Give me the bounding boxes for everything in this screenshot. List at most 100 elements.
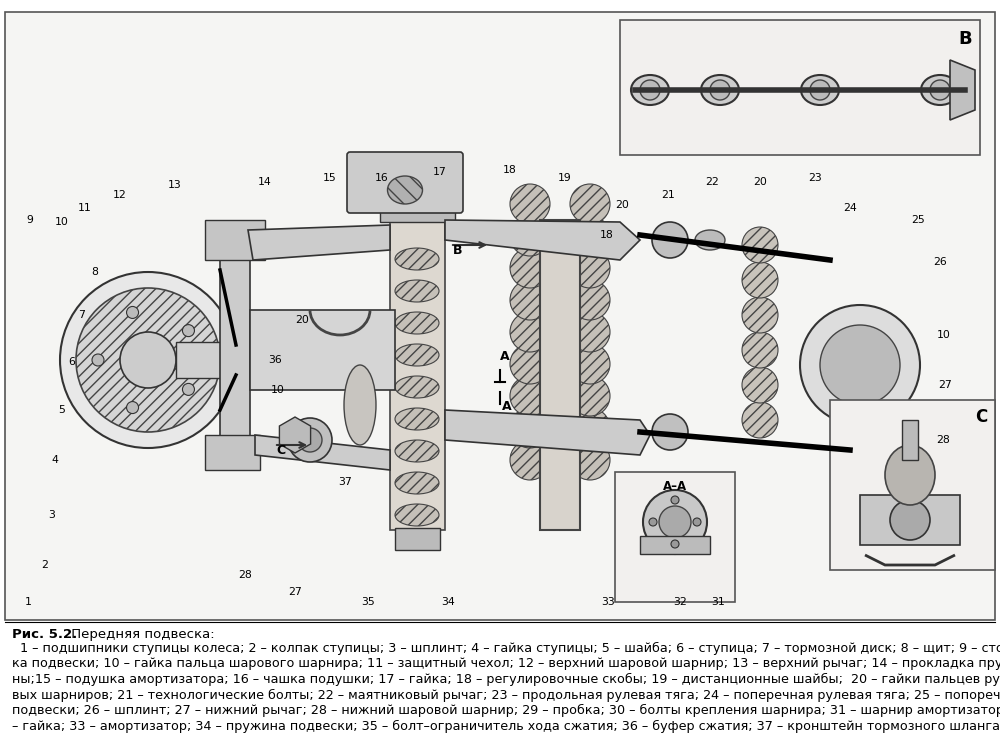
Text: 10: 10 <box>55 217 69 227</box>
Ellipse shape <box>395 504 439 526</box>
Text: 1: 1 <box>25 597 31 607</box>
Text: 25: 25 <box>911 215 925 225</box>
Text: 19: 19 <box>558 173 572 183</box>
Circle shape <box>510 184 550 224</box>
Text: 2: 2 <box>42 560 48 570</box>
Circle shape <box>649 518 657 526</box>
Text: 32: 32 <box>673 597 687 607</box>
Circle shape <box>127 307 139 319</box>
Bar <box>220 240 250 450</box>
Text: А: А <box>502 400 512 413</box>
Circle shape <box>570 248 610 288</box>
Text: 8: 8 <box>92 267 98 277</box>
Text: – гайка; 33 – амортизатор; 34 – пружина подвески; 35 – болт–ограничитель хода сж: – гайка; 33 – амортизатор; 34 – пружина … <box>12 719 1000 733</box>
Text: С: С <box>276 443 285 457</box>
Text: 35: 35 <box>361 597 375 607</box>
Text: 31: 31 <box>711 597 725 607</box>
Circle shape <box>510 216 550 256</box>
Ellipse shape <box>631 75 669 105</box>
Bar <box>250 310 395 390</box>
Ellipse shape <box>921 75 959 105</box>
Circle shape <box>710 80 730 100</box>
Circle shape <box>652 414 688 450</box>
Ellipse shape <box>395 376 439 398</box>
Circle shape <box>742 367 778 403</box>
Circle shape <box>742 262 778 298</box>
Circle shape <box>820 325 900 405</box>
Circle shape <box>182 383 194 395</box>
Text: 37: 37 <box>338 477 352 487</box>
Circle shape <box>890 500 930 540</box>
Ellipse shape <box>395 312 439 334</box>
FancyBboxPatch shape <box>347 152 463 213</box>
Circle shape <box>800 305 920 425</box>
Text: 16: 16 <box>375 173 389 183</box>
Circle shape <box>510 280 550 320</box>
Bar <box>395 528 440 550</box>
Ellipse shape <box>801 75 839 105</box>
Bar <box>860 495 960 545</box>
Polygon shape <box>248 225 390 260</box>
Circle shape <box>510 248 550 288</box>
Circle shape <box>810 80 830 100</box>
Ellipse shape <box>885 445 935 505</box>
Ellipse shape <box>395 248 439 270</box>
Text: В: В <box>958 30 972 48</box>
Text: 26: 26 <box>933 257 947 267</box>
Bar <box>620 20 980 155</box>
Text: 23: 23 <box>808 173 822 183</box>
Text: 28: 28 <box>936 435 950 445</box>
Ellipse shape <box>395 472 439 494</box>
Text: 18: 18 <box>503 165 517 175</box>
Ellipse shape <box>388 176 422 204</box>
Text: подвески; 26 – шплинт; 27 – нижний рычаг; 28 – нижний шаровой шарнир; 29 – пробк: подвески; 26 – шплинт; 27 – нижний рычаг… <box>12 704 1000 717</box>
Text: 18: 18 <box>600 230 614 240</box>
Circle shape <box>510 344 550 384</box>
Text: 13: 13 <box>168 180 182 190</box>
Circle shape <box>570 216 610 256</box>
Circle shape <box>671 540 679 548</box>
Text: 6: 6 <box>69 357 75 367</box>
Circle shape <box>742 297 778 333</box>
Circle shape <box>570 312 610 352</box>
Circle shape <box>510 408 550 448</box>
Polygon shape <box>255 435 390 470</box>
Bar <box>615 472 735 602</box>
Text: Рис. 5.2.: Рис. 5.2. <box>12 628 77 641</box>
Circle shape <box>671 496 679 504</box>
Circle shape <box>570 440 610 480</box>
Text: 4: 4 <box>52 455 58 465</box>
Circle shape <box>742 227 778 263</box>
Circle shape <box>60 272 236 448</box>
Text: 21: 21 <box>661 190 675 200</box>
Text: 22: 22 <box>705 177 719 187</box>
Bar <box>540 220 580 530</box>
Circle shape <box>127 401 139 413</box>
Circle shape <box>693 518 701 526</box>
Text: 10: 10 <box>937 330 951 340</box>
Text: 36: 36 <box>268 355 282 365</box>
Text: 24: 24 <box>843 203 857 213</box>
Text: А: А <box>500 350 510 363</box>
Text: 20: 20 <box>753 177 767 187</box>
Bar <box>5 12 995 620</box>
Circle shape <box>570 280 610 320</box>
Bar <box>176 342 231 378</box>
Circle shape <box>570 408 610 448</box>
Circle shape <box>76 288 220 432</box>
Bar <box>380 204 455 222</box>
Ellipse shape <box>395 344 439 366</box>
Text: 9: 9 <box>27 215 33 225</box>
Circle shape <box>510 440 550 480</box>
Circle shape <box>570 184 610 224</box>
Text: 20: 20 <box>615 200 629 210</box>
Text: 11: 11 <box>78 203 92 213</box>
Bar <box>640 536 710 554</box>
Ellipse shape <box>695 230 725 250</box>
Text: 1 – подшипники ступицы колеса; 2 – колпак ступицы; 3 – шплинт; 4 – гайка ступицы: 1 – подшипники ступицы колеса; 2 – колпа… <box>12 642 1000 655</box>
Text: 15: 15 <box>323 173 337 183</box>
Text: В: В <box>453 244 462 256</box>
Circle shape <box>510 376 550 416</box>
Circle shape <box>652 222 688 258</box>
Text: А–А: А–А <box>663 480 687 493</box>
